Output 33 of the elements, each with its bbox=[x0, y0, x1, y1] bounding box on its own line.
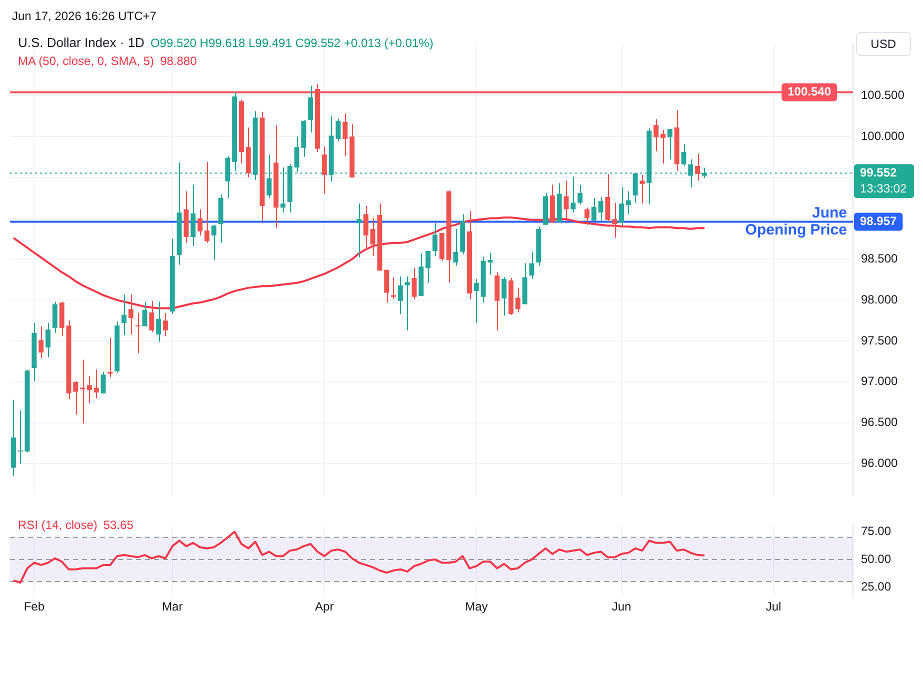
annotation: 53.65 bbox=[103, 518, 134, 532]
y-tick-label: 100.500 bbox=[861, 88, 905, 102]
y-tick-label: 75.00 bbox=[861, 524, 892, 538]
text: RSI (14, close) bbox=[18, 518, 98, 532]
y-tick-label: 98.500 bbox=[861, 251, 898, 266]
y-tick-label: 97.500 bbox=[861, 333, 898, 348]
annotation: O99.520 H99.618 L99.491 C99.552 +0.013 (+0.01%) bbox=[150, 36, 434, 50]
text: 13:33:02 bbox=[860, 181, 908, 196]
text: USD bbox=[856, 32, 911, 56]
x-tick-label: May bbox=[465, 600, 488, 614]
y-tick-label: 25.00 bbox=[861, 579, 892, 594]
y-tick-label: 98.000 bbox=[861, 292, 898, 306]
candlestick bbox=[391, 276, 396, 300]
candlestick bbox=[80, 359, 86, 424]
x-tick-label: Apr bbox=[315, 600, 334, 614]
y-tick-label: 50.00 bbox=[861, 552, 892, 566]
y-tick-label: 100.000 bbox=[861, 128, 905, 143]
y-tick-label: 96.000 bbox=[861, 456, 898, 470]
text: MA (50, close, 0, SMA, 5) bbox=[18, 54, 154, 68]
ref-line-label: 98.957 bbox=[860, 214, 898, 228]
annotation: Opening Price bbox=[745, 221, 847, 238]
x-tick-label: Jun bbox=[612, 600, 632, 614]
ref-line-label: 100.540 bbox=[788, 84, 832, 99]
y-tick-label: 97.000 bbox=[861, 374, 898, 388]
annotation: 98.880 bbox=[160, 54, 197, 68]
x-tick-label: Feb bbox=[24, 600, 45, 614]
x-tick-label: Mar bbox=[162, 600, 183, 614]
x-tick-label: Jul bbox=[766, 600, 782, 614]
chart-title: U.S. Dollar Index · 1D bbox=[18, 35, 144, 50]
annotation: June bbox=[812, 204, 847, 222]
y-tick-label: 96.500 bbox=[861, 415, 898, 430]
text: Jun 17, 2026 16:26 UTC+7 bbox=[12, 9, 156, 23]
ref-line-label: 99.552 bbox=[860, 165, 898, 180]
